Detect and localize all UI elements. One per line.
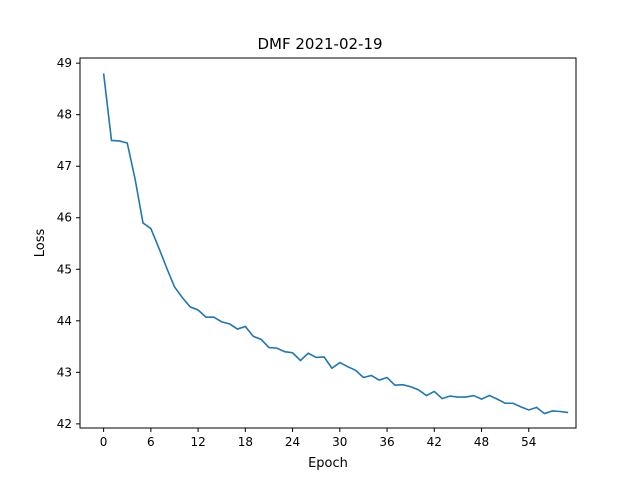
chart-title: DMF 2021-02-19 — [257, 35, 382, 53]
x-tick-label: 54 — [521, 435, 536, 449]
x-tick-label: 0 — [100, 435, 108, 449]
loss-series-line — [102, 73, 569, 415]
x-tick-label: 42 — [427, 435, 442, 449]
y-tick-label: 49 — [57, 56, 72, 70]
y-tick-label: 46 — [57, 211, 72, 225]
x-tick-label: 18 — [238, 435, 253, 449]
plot-area: 0 6 12 18 24 30 36 42 48 54 42 43 44 45 46 47 48 49 — [57, 56, 577, 449]
y-axis-label: Loss — [33, 229, 48, 258]
x-axis-label: Epoch — [308, 456, 348, 471]
y-tick-label: 47 — [57, 159, 72, 173]
y-tick-label: 45 — [57, 262, 72, 276]
y-tick-label: 43 — [57, 365, 72, 379]
x-tick-label: 24 — [285, 435, 300, 449]
x-tick-label: 36 — [379, 435, 394, 449]
plot-frame — [79, 57, 577, 429]
x-tick-label: 6 — [147, 435, 155, 449]
x-tick-label: 48 — [474, 435, 489, 449]
y-tick-label: 44 — [57, 314, 72, 328]
y-tick-label: 48 — [57, 108, 72, 122]
x-tick-label: 12 — [190, 435, 205, 449]
x-axis: 0 6 12 18 24 30 36 42 48 54 — [100, 428, 536, 449]
y-tick-label: 42 — [57, 417, 72, 431]
y-axis: 42 43 44 45 46 47 48 49 — [57, 56, 80, 431]
x-tick-label: 30 — [332, 435, 347, 449]
